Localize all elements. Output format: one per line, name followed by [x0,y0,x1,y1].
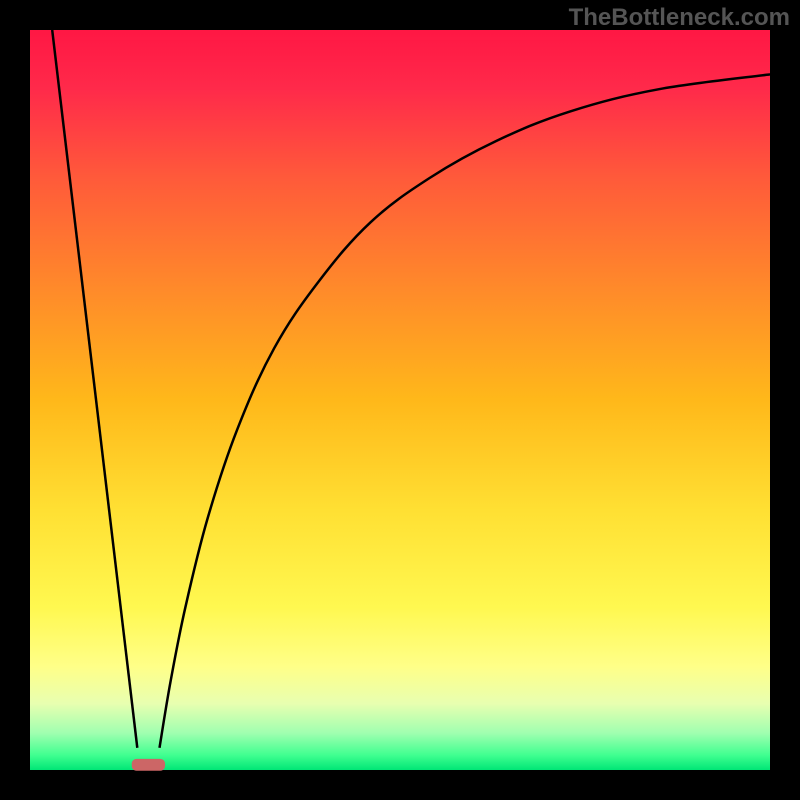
watermark-text: TheBottleneck.com [569,4,790,32]
plot-gradient-background [30,30,770,770]
dip-marker [132,759,165,771]
chart-container: TheBottleneck.com [0,0,800,800]
bottleneck-chart [0,0,800,800]
